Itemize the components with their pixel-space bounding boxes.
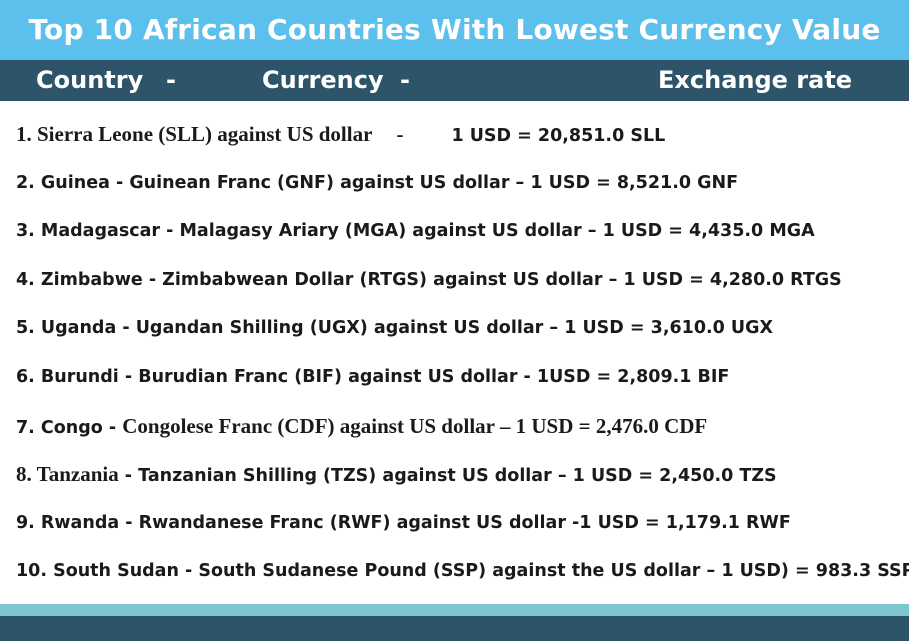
item-text: 9. Rwanda - Rwandanese Franc (RWF) again… xyxy=(16,512,791,533)
list-item: 1. Sierra Leone (SLL) against US dollar -… xyxy=(16,110,901,159)
item-text: - Tanzanian Shilling (TZS) against US do… xyxy=(118,466,777,487)
item-text: Congolese Franc (CDF) against US dollar … xyxy=(122,413,708,438)
item-text: 6. Burundi - Burudian Franc (BIF) agains… xyxy=(16,366,730,387)
page-title: Top 10 African Countries With Lowest Cur… xyxy=(0,0,909,60)
item-dash: - xyxy=(396,122,404,146)
header-currency: Currency xyxy=(262,66,384,94)
column-header-bar: Country - Currency - Exchange rate xyxy=(0,60,909,101)
list-item: 5. Uganda - Ugandan Shilling (UGX) again… xyxy=(16,304,901,353)
item-text: 3. Madagascar - Malagasy Ariary (MGA) ag… xyxy=(16,221,815,242)
item-text: 8. Tanzania xyxy=(16,462,119,487)
list-item: 6. Burundi - Burudian Franc (BIF) agains… xyxy=(16,353,901,402)
item-text: 5. Uganda - Ugandan Shilling (UGX) again… xyxy=(16,318,773,339)
list-item: 10. South Sudan - South Sudanese Pound (… xyxy=(16,547,909,596)
list-item: 4. Zimbabwe - Zimbabwean Dollar (RTGS) a… xyxy=(16,256,901,305)
item-text: 7. Congo - xyxy=(16,417,123,438)
country-list: 1. Sierra Leone (SLL) against US dollar -… xyxy=(16,110,909,596)
header-separator: - xyxy=(166,66,176,94)
header-exchange-rate: Exchange rate xyxy=(658,66,853,94)
item-text: 2. Guinea - Guinean Franc (GNF) against … xyxy=(16,172,739,193)
item-text: 10. South Sudan - South Sudanese Pound (… xyxy=(16,561,909,582)
list-item: 8. Tanzania - Tanzanian Shilling (TZS) a… xyxy=(16,450,901,499)
list-item: 7. Congo - Congolese Franc (CDF) against… xyxy=(16,402,901,451)
item-text: 1. Sierra Leone (SLL) against US dollar xyxy=(16,122,373,146)
header-country: Country xyxy=(36,66,144,94)
item-rate: 1 USD = 20,851.0 SLL xyxy=(451,126,666,146)
list-item: 9. Rwanda - Rwandanese Franc (RWF) again… xyxy=(16,499,901,548)
item-text: 4. Zimbabwe - Zimbabwean Dollar (RTGS) a… xyxy=(16,269,842,290)
header-separator: - xyxy=(400,66,410,94)
list-item: 2. Guinea - Guinean Franc (GNF) against … xyxy=(16,159,901,208)
footer-bar xyxy=(0,616,909,641)
footer-stripe xyxy=(0,604,909,616)
list-item: 3. Madagascar - Malagasy Ariary (MGA) ag… xyxy=(16,207,901,256)
